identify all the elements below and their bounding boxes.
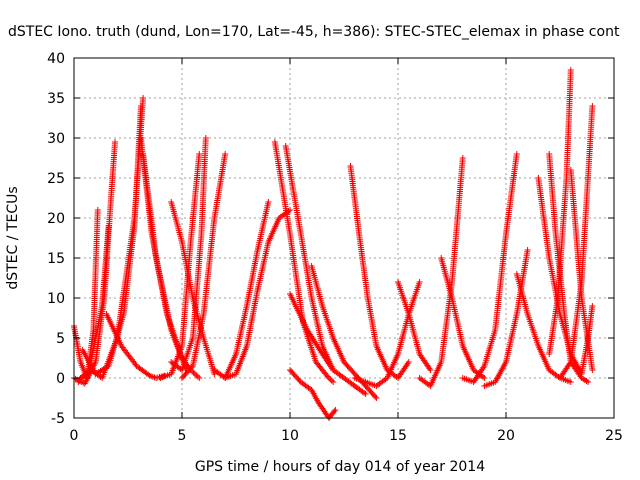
series-track xyxy=(308,263,380,401)
series-track xyxy=(287,291,369,397)
y-tick-label: 0 xyxy=(56,371,65,387)
series-track xyxy=(416,155,466,389)
series-markers xyxy=(351,279,423,389)
y-tick-label: 5 xyxy=(56,331,65,347)
series-track xyxy=(103,311,168,381)
series-track xyxy=(351,279,423,389)
series-track xyxy=(395,279,434,373)
series-track xyxy=(140,151,190,373)
series-track xyxy=(168,199,218,377)
series-markers xyxy=(179,151,229,381)
y-tick-label: 20 xyxy=(47,211,65,227)
x-tick-label: 20 xyxy=(497,428,515,444)
series-markers xyxy=(308,263,380,401)
y-tick-label: 15 xyxy=(47,251,65,267)
series-track xyxy=(546,67,574,357)
series-markers xyxy=(222,207,293,381)
series-markers xyxy=(140,151,190,373)
y-tick-label: 40 xyxy=(47,51,65,67)
series-markers xyxy=(567,167,596,373)
series-track xyxy=(287,367,339,421)
y-axis-label: dSTEC / TECUs xyxy=(5,186,21,289)
series-track xyxy=(179,151,229,381)
x-tick-label: 10 xyxy=(281,428,299,444)
axis-ticks: 0 5 10 15 20 25 -5 0 5 10 15 20 25 30 35 40 xyxy=(47,51,623,444)
series-markers xyxy=(271,139,337,385)
y-tick-label: 30 xyxy=(47,131,65,147)
y-tick-label: 10 xyxy=(47,291,65,307)
series-markers xyxy=(347,163,412,381)
y-tick-label: 35 xyxy=(47,91,65,107)
plot-frame xyxy=(73,57,615,419)
y-tick-label: -5 xyxy=(51,411,65,427)
x-tick-label: 5 xyxy=(178,428,187,444)
series-markers xyxy=(79,103,144,377)
series-track xyxy=(211,199,272,381)
series-markers xyxy=(578,303,596,377)
series-markers xyxy=(438,255,488,381)
series-track xyxy=(222,207,293,381)
series-markers xyxy=(168,135,209,373)
series-track xyxy=(567,167,596,373)
series-markers xyxy=(282,143,337,373)
series-track xyxy=(347,163,412,381)
series-track xyxy=(271,139,337,385)
x-tick-label: 25 xyxy=(605,428,623,444)
series-markers xyxy=(459,151,520,385)
series-markers xyxy=(287,367,339,421)
chart-title: dSTEC Iono. truth (dund, Lon=170, Lat=-4… xyxy=(8,24,620,40)
x-tick-label: 0 xyxy=(70,428,79,444)
series-track xyxy=(438,255,488,381)
y-tick-label: 25 xyxy=(47,171,65,187)
series-track xyxy=(459,151,520,385)
data-series xyxy=(71,67,596,421)
series-track xyxy=(282,143,337,373)
series-track xyxy=(578,303,596,377)
series-track xyxy=(79,103,144,377)
series-markers xyxy=(395,279,434,373)
x-tick-label: 15 xyxy=(389,428,407,444)
series-markers xyxy=(157,151,203,381)
series-track xyxy=(168,135,209,373)
series-markers xyxy=(416,155,466,389)
series-markers xyxy=(103,311,168,381)
x-axis-label: GPS time / hours of day 014 of year 2014 xyxy=(195,459,485,475)
series-markers xyxy=(287,291,369,397)
series-markers xyxy=(546,67,574,357)
series-track xyxy=(157,151,203,381)
series-markers xyxy=(211,199,272,381)
series-markers xyxy=(168,199,218,377)
